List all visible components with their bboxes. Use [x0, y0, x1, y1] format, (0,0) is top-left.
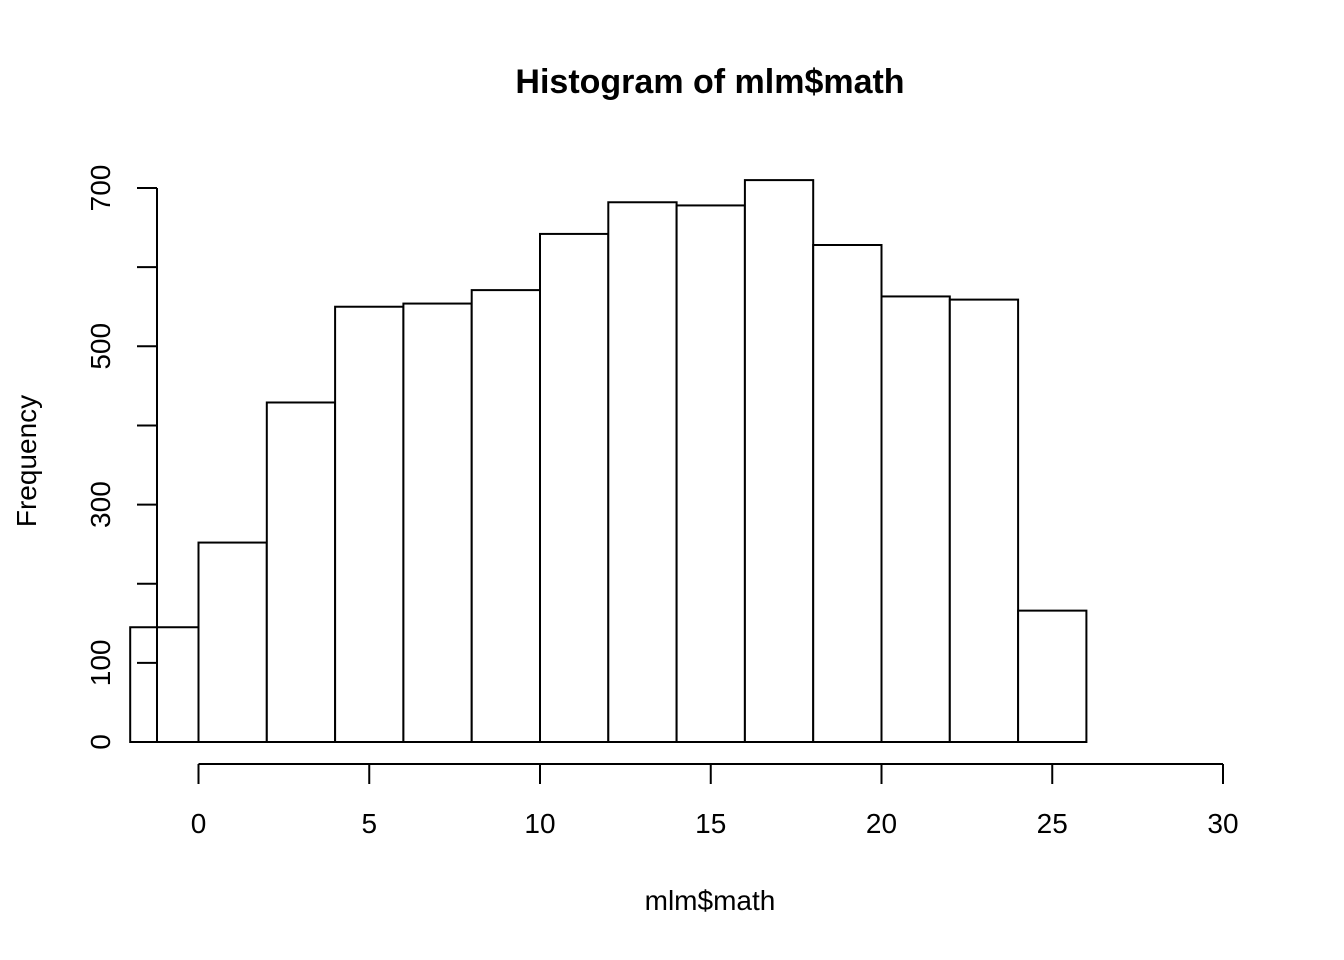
- histogram-bar: [197, 541, 268, 743]
- histogram-bar: [402, 302, 473, 743]
- y-tick-label: 0: [85, 734, 116, 750]
- histogram-bar: [743, 179, 815, 743]
- histogram-bar: [1017, 609, 1088, 744]
- y-axis-label: Frequency: [11, 395, 42, 527]
- x-tick-label: 30: [1207, 808, 1238, 839]
- histogram-bar: [607, 201, 678, 743]
- x-tick-label: 0: [191, 808, 207, 839]
- x-tick-label: 5: [361, 808, 377, 839]
- x-tick-label: 20: [866, 808, 897, 839]
- y-axis: 0 100 300 500 700: [85, 165, 158, 750]
- histogram-bar: [880, 295, 951, 743]
- bars-group: [129, 179, 1088, 744]
- histogram-bar: [675, 204, 746, 744]
- chart-title: Histogram of mlm$math: [515, 63, 904, 101]
- y-tick-label: 500: [85, 323, 116, 370]
- x-tick-label: 15: [695, 808, 726, 839]
- histogram-bar: [539, 232, 610, 743]
- x-axis: 0 5 10 15 20 25 30: [191, 763, 1239, 839]
- x-tick-label: 10: [524, 808, 555, 839]
- y-tick-label: 700: [85, 165, 116, 212]
- histogram-bar: [470, 289, 542, 743]
- histogram-bar: [948, 298, 1020, 743]
- x-axis-label: mlm$math: [645, 885, 776, 916]
- x-tick-label: 25: [1037, 808, 1068, 839]
- histogram-bar: [129, 626, 200, 744]
- histogram-bar: [334, 305, 405, 743]
- histogram-bar: [812, 244, 883, 743]
- histogram-bar: [265, 401, 337, 743]
- y-tick-label: 100: [85, 640, 116, 687]
- y-tick-label: 300: [85, 481, 116, 528]
